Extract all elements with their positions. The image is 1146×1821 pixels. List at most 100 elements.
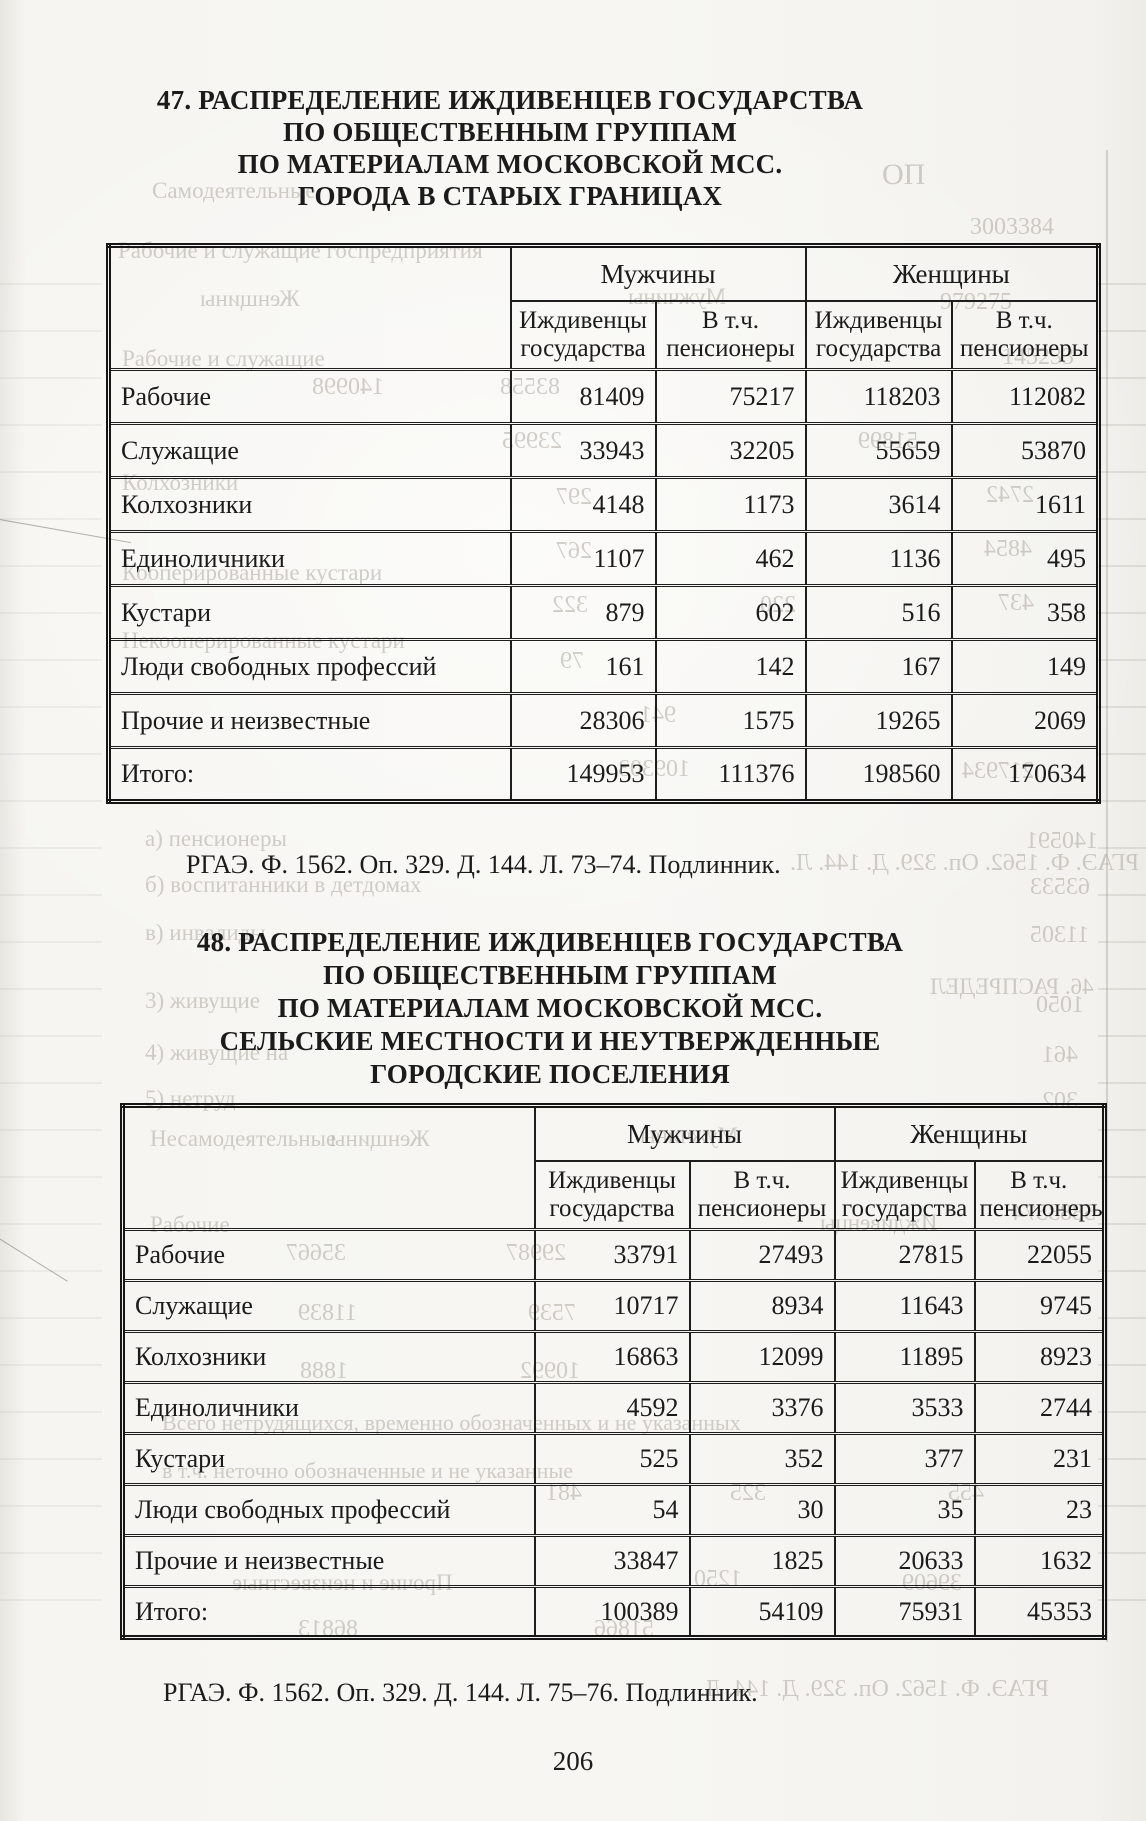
sub-header-row: Иждивенцы государства В т.ч. пенсионеры … bbox=[109, 301, 1099, 370]
col-header: Иждивенцы государства bbox=[833, 1161, 975, 1230]
title-line: ПО ОБЩЕСТВЕННЫМ ГРУППАМ bbox=[323, 960, 777, 990]
cell-value: 161 bbox=[509, 638, 656, 694]
group-header-men: Мужчины bbox=[509, 245, 806, 302]
table-47-title: 47. РАСПРЕДЕЛЕНИЕ ИЖДИВЕНЦЕВ ГОСУДАРСТВА… bbox=[100, 84, 920, 212]
table-row: Прочие и неизвестные 28306 1575 19265 2069 bbox=[108, 692, 1099, 748]
cell-value: 32205 bbox=[654, 422, 806, 478]
cell-value: 1575 bbox=[654, 692, 806, 748]
bleedthrough-text: Рабочие и служащие госпредприятия bbox=[118, 238, 483, 263]
table-row: Служащие 33943 32205 55659 53870 bbox=[108, 422, 1099, 478]
cell-value: 3533 bbox=[833, 1381, 975, 1434]
bleedthrough-text: б) воспитанники в детдомах bbox=[145, 872, 422, 897]
row-label: Служащие bbox=[122, 1279, 535, 1332]
cell-value: 231 bbox=[973, 1432, 1105, 1485]
col-header: В т.ч. пенсионеры bbox=[688, 1161, 835, 1230]
cell-value: 352 bbox=[688, 1432, 835, 1485]
title-line: ГОРОДСКИЕ ПОСЕЛЕНИЯ bbox=[370, 1059, 730, 1089]
cell-value: 1632 bbox=[973, 1534, 1105, 1587]
row-label: Рабочие bbox=[108, 368, 511, 424]
cell-value: 54109 bbox=[688, 1585, 835, 1638]
bleedthrough-vertical-line bbox=[1106, 150, 1108, 1642]
table-row: Итого: 149953 111376 198560 170634 bbox=[108, 746, 1099, 802]
cell-value: 879 bbox=[509, 584, 656, 640]
bleedthrough-text: РГАЭ. Ф. 1562. Оп. 329. Д. 144. Л. bbox=[790, 850, 1139, 876]
cell-value: 11643 bbox=[833, 1279, 975, 1332]
row-label: Кустари bbox=[122, 1432, 535, 1485]
table-row: Единоличники 4592 3376 3533 2744 bbox=[122, 1381, 1105, 1434]
cell-value: 462 bbox=[654, 530, 806, 586]
title-line: ПО МАТЕРИАЛАМ МОСКОВСКОЙ МСС. bbox=[277, 993, 823, 1023]
table-row: Кустари 525 352 377 231 bbox=[122, 1432, 1105, 1485]
corner-cell bbox=[109, 246, 511, 370]
group-header-row: Мужчины Женщины bbox=[109, 245, 1099, 302]
bleedthrough-text: Рабочие и служащие bbox=[122, 346, 325, 371]
table-row: Рабочие 81409 75217 118203 112082 bbox=[108, 368, 1099, 424]
table-row: Люди свободных профессий 54 30 35 23 bbox=[122, 1483, 1105, 1536]
bleedthrough-text: 3003384 bbox=[970, 214, 1054, 240]
bleedthrough-text: 63533 bbox=[1030, 874, 1090, 900]
table-row: Колхозники 16863 12099 11895 8923 bbox=[122, 1330, 1105, 1383]
col-header: В т.ч. пенсионеры bbox=[654, 301, 806, 370]
cell-value: 495 bbox=[950, 530, 1099, 586]
cell-value: 100389 bbox=[533, 1585, 690, 1638]
table-47: Мужчины Женщины Иждивенцы государства В … bbox=[106, 243, 1101, 804]
table-row: Кустари 879 602 516 358 bbox=[108, 584, 1099, 640]
cell-value: 75217 bbox=[654, 368, 806, 424]
cell-value: 11895 bbox=[833, 1330, 975, 1383]
cell-value: 2744 bbox=[973, 1381, 1105, 1434]
table-48-title: 48. РАСПРЕДЕЛЕНИЕ ИЖДИВЕНЦЕВ ГОСУДАРСТВА… bbox=[112, 926, 988, 1091]
col-header: Иждивенцы государства bbox=[804, 301, 952, 370]
cell-value: 23 bbox=[973, 1483, 1105, 1536]
sub-header-row: Иждивенцы государства В т.ч. пенсионеры … bbox=[123, 1161, 1105, 1230]
cell-value: 81409 bbox=[509, 368, 656, 424]
row-label: Служащие bbox=[108, 422, 511, 478]
cell-value: 516 bbox=[804, 584, 952, 640]
title-line: 47. РАСПРЕДЕЛЕНИЕ ИЖДИВЕНЦЕВ ГОСУДАРСТВА bbox=[156, 85, 864, 115]
cell-value: 149 bbox=[950, 638, 1099, 694]
page-number: 206 bbox=[552, 1746, 594, 1776]
cell-value: 30 bbox=[688, 1483, 835, 1536]
bleedthrough-text: Несамодеятельные bbox=[150, 1126, 337, 1151]
row-label: Люди свободных профессий bbox=[108, 638, 511, 694]
archive-source-caption: РГАЭ. Ф. 1562. Оп. 329. Д. 144. Л. 73–74… bbox=[186, 850, 781, 879]
table-row: Рабочие 33791 27493 27815 22055 bbox=[122, 1228, 1105, 1281]
group-header-row: Мужчины Женщины bbox=[123, 1105, 1105, 1162]
corner-cell bbox=[123, 1106, 535, 1230]
cell-value: 33943 bbox=[509, 422, 656, 478]
cell-value: 358 bbox=[950, 584, 1099, 640]
cell-value: 45353 bbox=[973, 1585, 1105, 1638]
cell-value: 55659 bbox=[804, 422, 952, 478]
row-label: Прочие и неизвестные bbox=[122, 1534, 535, 1587]
table-row: Служащие 10717 8934 11643 9745 bbox=[122, 1279, 1105, 1332]
group-header-men: Мужчины bbox=[533, 1105, 835, 1162]
row-label: Единоличники bbox=[108, 530, 511, 586]
cell-value: 1825 bbox=[688, 1534, 835, 1587]
row-label: Итого: bbox=[122, 1585, 535, 1638]
cell-value: 377 bbox=[833, 1432, 975, 1485]
bleedthrough-text: ОП bbox=[882, 158, 926, 191]
row-label: Итого: bbox=[108, 746, 511, 802]
cell-value: 170634 bbox=[950, 746, 1099, 802]
cell-value: 22055 bbox=[973, 1228, 1105, 1281]
cell-value: 27815 bbox=[833, 1228, 975, 1281]
table-48: Мужчины Женщины Иждивенцы государства В … bbox=[120, 1103, 1107, 1640]
bleedthrough-text: а) пенсионеры bbox=[145, 826, 287, 851]
bleedthrough-text: 11305 bbox=[1030, 922, 1090, 948]
title-line: ГОРОДА В СТАРЫХ ГРАНИЦАХ bbox=[297, 181, 723, 211]
cell-value: 1136 bbox=[804, 530, 952, 586]
row-label: Колхозники bbox=[108, 476, 511, 532]
cell-value: 602 bbox=[654, 584, 806, 640]
cell-value: 54 bbox=[533, 1483, 690, 1536]
title-line: ПО МАТЕРИАЛАМ МОСКОВСКОЙ МСС. bbox=[237, 149, 783, 179]
cell-value: 4148 bbox=[509, 476, 656, 532]
title-line: СЕЛЬСКИЕ МЕСТНОСТИ И НЕУТВЕРЖДЕННЫЕ bbox=[219, 1026, 881, 1056]
table-row: Единоличники 1107 462 1136 495 bbox=[108, 530, 1099, 586]
cell-value: 525 bbox=[533, 1432, 690, 1485]
bleedthrough-text: Самодеятельные bbox=[152, 178, 316, 203]
cell-value: 198560 bbox=[804, 746, 952, 802]
cell-value: 35 bbox=[833, 1483, 975, 1536]
bleedthrough-text: 4) живущие на bbox=[145, 1040, 289, 1065]
col-header: Иждивенцы государства bbox=[533, 1161, 690, 1230]
cell-value: 9745 bbox=[973, 1279, 1105, 1332]
